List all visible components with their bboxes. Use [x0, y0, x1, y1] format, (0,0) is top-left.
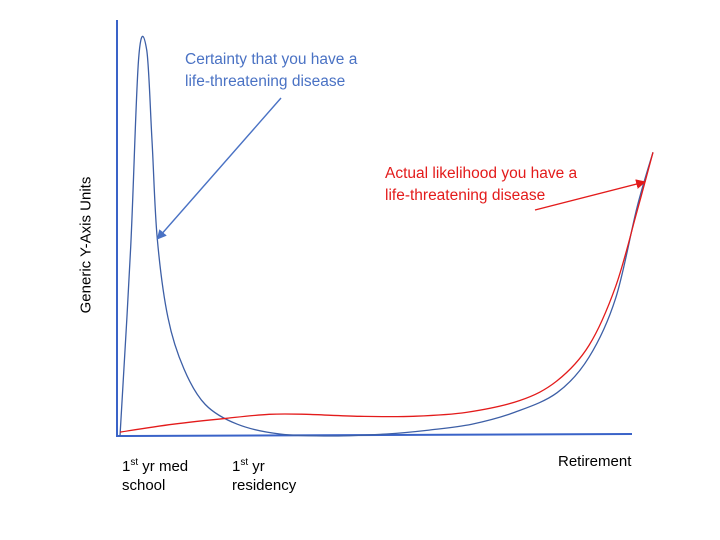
y-axis-label: Generic Y-Axis Units [77, 176, 95, 314]
annotation-arrows [156, 97, 646, 240]
x-tick-label-med-school: 1st yr med school [122, 457, 189, 495]
arrow-actual-likelihood [534, 179, 646, 211]
series-layer [119, 35, 654, 437]
series-line-actual-likelihood [119, 152, 654, 433]
x-tick-label-retirement: Retirement [558, 453, 632, 470]
arrow-certainty [156, 97, 282, 240]
series-line-certainty [119, 35, 654, 437]
x-tick-label-residency: 1st yr residency [232, 457, 297, 495]
annotation-actual-likelihood: Actual likelihood you have a life-threat… [385, 165, 578, 204]
annotation-certainty: Certainty that you have a life-threateni… [185, 51, 358, 90]
